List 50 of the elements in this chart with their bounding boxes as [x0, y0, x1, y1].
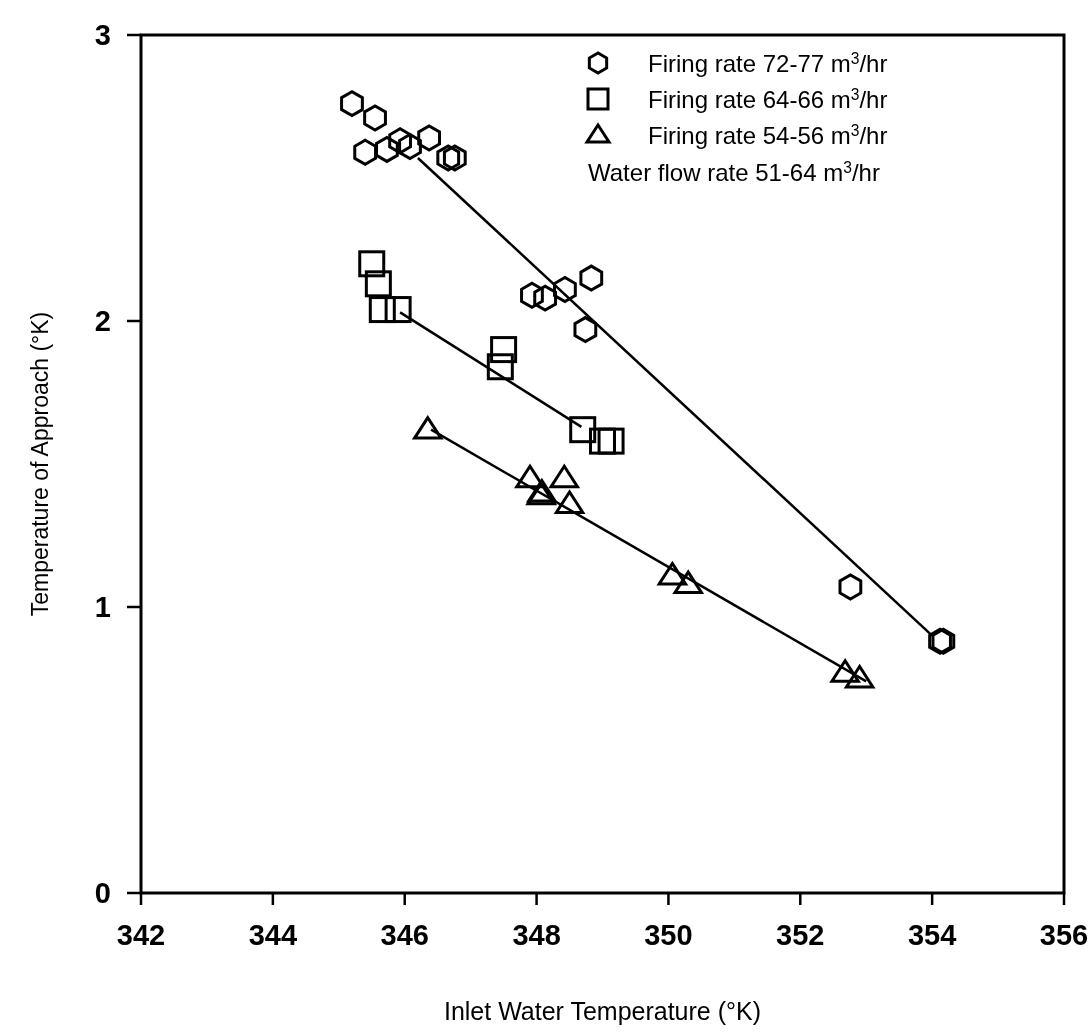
point	[417, 124, 441, 152]
point	[549, 464, 579, 489]
point	[486, 353, 514, 381]
legend-label: Firing rate 54-56 m$^{3}$/hr	[648, 121, 888, 149]
x-tick-label: 350	[644, 919, 693, 951]
point	[844, 665, 875, 689]
point	[358, 250, 386, 278]
point	[436, 144, 461, 172]
x-tick-label: 356	[1039, 919, 1089, 951]
point	[384, 296, 412, 324]
annotation: Water flow rate 51-64 m$^{3}$/hr	[588, 158, 880, 186]
point	[442, 144, 467, 172]
y-tick-label: 3	[94, 19, 111, 51]
point	[573, 316, 598, 344]
point	[579, 264, 604, 292]
point	[597, 427, 625, 455]
point	[657, 562, 688, 586]
legend-label: Firing rate 72-77 m$^{3}$/hr	[648, 49, 888, 77]
x-tick-label: 348	[512, 919, 561, 951]
point	[589, 427, 616, 455]
point	[364, 270, 392, 298]
x-tick-label: 352	[776, 919, 825, 951]
point	[388, 127, 412, 155]
y-tick-label: 1	[94, 591, 111, 623]
point	[520, 281, 544, 309]
point	[398, 133, 422, 161]
point	[490, 336, 518, 364]
point	[569, 416, 597, 444]
x-tick-label: 344	[248, 919, 298, 951]
point	[363, 104, 387, 132]
x-tick-label: 342	[116, 919, 166, 951]
point	[553, 276, 577, 304]
point	[353, 138, 378, 166]
point	[533, 284, 558, 312]
point	[375, 135, 399, 163]
point	[673, 570, 703, 595]
point	[838, 573, 863, 601]
x-tick-label: 354	[907, 919, 957, 951]
point	[830, 659, 860, 683]
point	[340, 90, 364, 118]
legend-label: Firing rate 64-66 m$^{3}$/hr	[648, 85, 888, 113]
y-tick-label: 0	[94, 877, 111, 909]
point	[368, 296, 396, 324]
y-tick-label: 2	[94, 305, 111, 337]
point	[413, 416, 443, 440]
y-axis-title: Temperature of Approach (°K)	[27, 311, 53, 617]
x-tick-label: 346	[380, 919, 429, 951]
x-axis-title: Inlet Water Temperature (°K)	[443, 997, 762, 1025]
point	[515, 464, 545, 489]
point	[554, 490, 585, 514]
